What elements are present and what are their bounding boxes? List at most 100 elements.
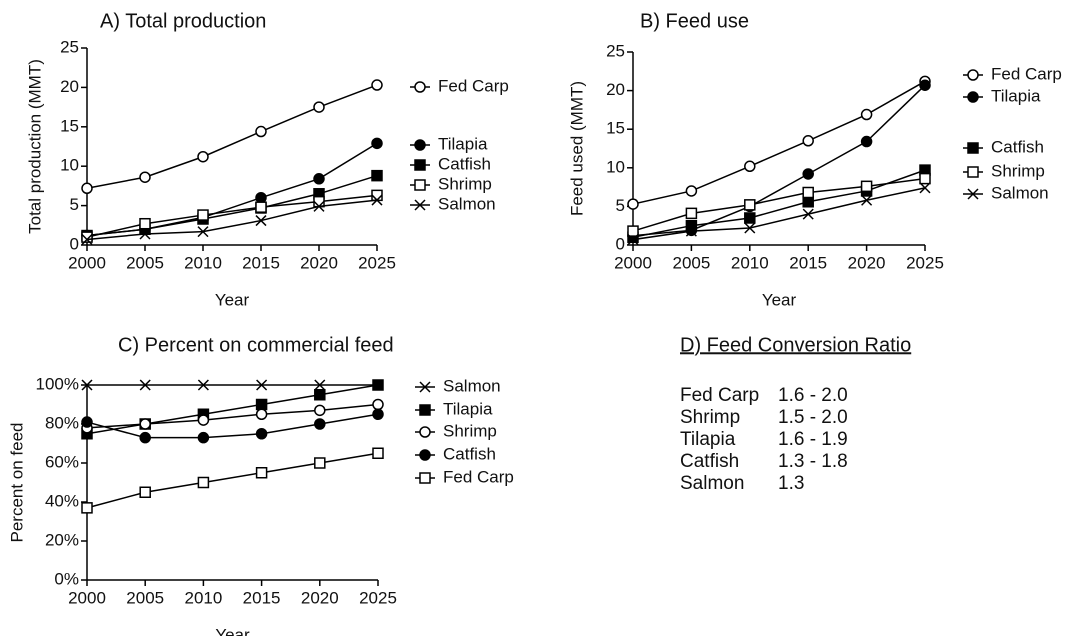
x-tick-label: 2005	[126, 253, 164, 272]
x-tick-label: 2015	[243, 588, 281, 607]
marker	[197, 476, 210, 489]
marker	[255, 215, 267, 227]
y-tick-label: 40%	[45, 491, 79, 510]
marker	[314, 457, 326, 469]
marker	[860, 180, 873, 193]
table-cell: Shrimp	[680, 407, 740, 428]
marker	[255, 428, 268, 440]
series-line	[632, 80, 926, 205]
marker	[139, 418, 151, 430]
chart-title: A) Total production	[100, 10, 266, 32]
table-cell: Tilapia	[680, 429, 736, 450]
legend-label: Tilapia	[443, 399, 493, 418]
legend-label: Fed Carp	[443, 467, 514, 486]
table-cell: 1.3 - 1.8	[778, 451, 848, 472]
marker	[371, 79, 383, 91]
y-tick-label: 25	[60, 37, 79, 56]
legend-marker	[414, 179, 426, 191]
x-tick-label: 2020	[300, 253, 338, 272]
marker	[81, 379, 93, 391]
marker	[627, 234, 639, 246]
y-tick-label: 10	[60, 156, 79, 175]
marker	[919, 182, 931, 194]
legend-label: Salmon	[438, 194, 496, 213]
table-cell: Salmon	[680, 473, 744, 494]
x-tick-label: 2025	[906, 253, 944, 272]
marker	[371, 189, 383, 202]
legend-label: Tilapia	[438, 134, 488, 153]
y-tick-label: 25	[606, 41, 625, 60]
series-line	[632, 177, 926, 232]
series-line	[86, 199, 378, 241]
legend-marker	[414, 159, 426, 171]
marker	[81, 233, 93, 246]
marker	[81, 502, 93, 514]
table-cell: 1.6 - 1.9	[778, 429, 848, 450]
marker	[139, 217, 151, 230]
legend-marker	[419, 426, 431, 438]
marker	[372, 398, 384, 411]
marker	[371, 169, 383, 182]
legend-label: Shrimp	[991, 161, 1045, 180]
marker	[372, 408, 384, 420]
x-tick-label: 2020	[848, 253, 886, 272]
legend-label: Catfish	[443, 444, 496, 463]
marker	[197, 431, 210, 444]
table-title: D) Feed Conversion Ratio	[680, 334, 911, 356]
x-axis-label: Year	[215, 625, 250, 636]
legend-marker	[967, 142, 979, 154]
x-tick-label: 2000	[68, 588, 106, 607]
table-cell: 1.6 - 2.0	[778, 385, 848, 406]
x-tick-label: 2010	[731, 253, 769, 272]
x-tick-label: 2025	[358, 253, 396, 272]
x-tick-label: 2010	[184, 253, 222, 272]
y-axis-label: Percent on feed	[7, 422, 26, 542]
marker	[685, 185, 698, 197]
x-tick-label: 2020	[301, 588, 339, 607]
legend-marker	[419, 472, 431, 484]
marker	[255, 467, 268, 479]
marker	[744, 212, 756, 224]
marker	[371, 137, 383, 150]
marker	[139, 486, 151, 498]
x-axis-label: Year	[215, 290, 250, 309]
series-line	[632, 169, 926, 239]
legend-marker	[967, 91, 979, 103]
y-tick-label: 20%	[45, 530, 79, 549]
marker	[372, 447, 384, 459]
marker	[744, 222, 756, 234]
y-axis-label: Total production (MMT)	[25, 59, 44, 234]
marker	[860, 108, 873, 121]
marker	[139, 379, 151, 391]
marker	[313, 173, 325, 185]
marker	[802, 186, 814, 199]
marker	[255, 201, 267, 213]
marker	[314, 389, 326, 401]
marker	[139, 171, 151, 183]
marker	[802, 168, 814, 180]
series-line	[86, 194, 378, 238]
table-cell: Catfish	[680, 451, 739, 472]
y-tick-label: 0	[70, 234, 79, 253]
marker	[627, 198, 639, 210]
y-tick-label: 20	[60, 77, 79, 96]
marker	[313, 200, 325, 212]
legend-marker	[414, 81, 426, 93]
x-tick-label: 2005	[672, 253, 710, 272]
marker	[197, 379, 209, 391]
marker	[685, 225, 697, 237]
table-cell: Fed Carp	[680, 385, 759, 406]
marker	[81, 231, 93, 243]
x-tick-label: 2010	[184, 588, 222, 607]
legend-marker	[414, 139, 426, 151]
legend-marker	[967, 69, 979, 81]
y-tick-label: 80%	[45, 413, 79, 432]
y-tick-label: 0%	[54, 569, 79, 588]
legend-label: Catfish	[438, 154, 491, 173]
legend-marker	[414, 199, 426, 211]
legend-label: Tilapia	[991, 86, 1041, 105]
y-tick-label: 20	[606, 80, 625, 99]
y-tick-label: 0	[616, 234, 625, 253]
marker	[314, 404, 326, 417]
